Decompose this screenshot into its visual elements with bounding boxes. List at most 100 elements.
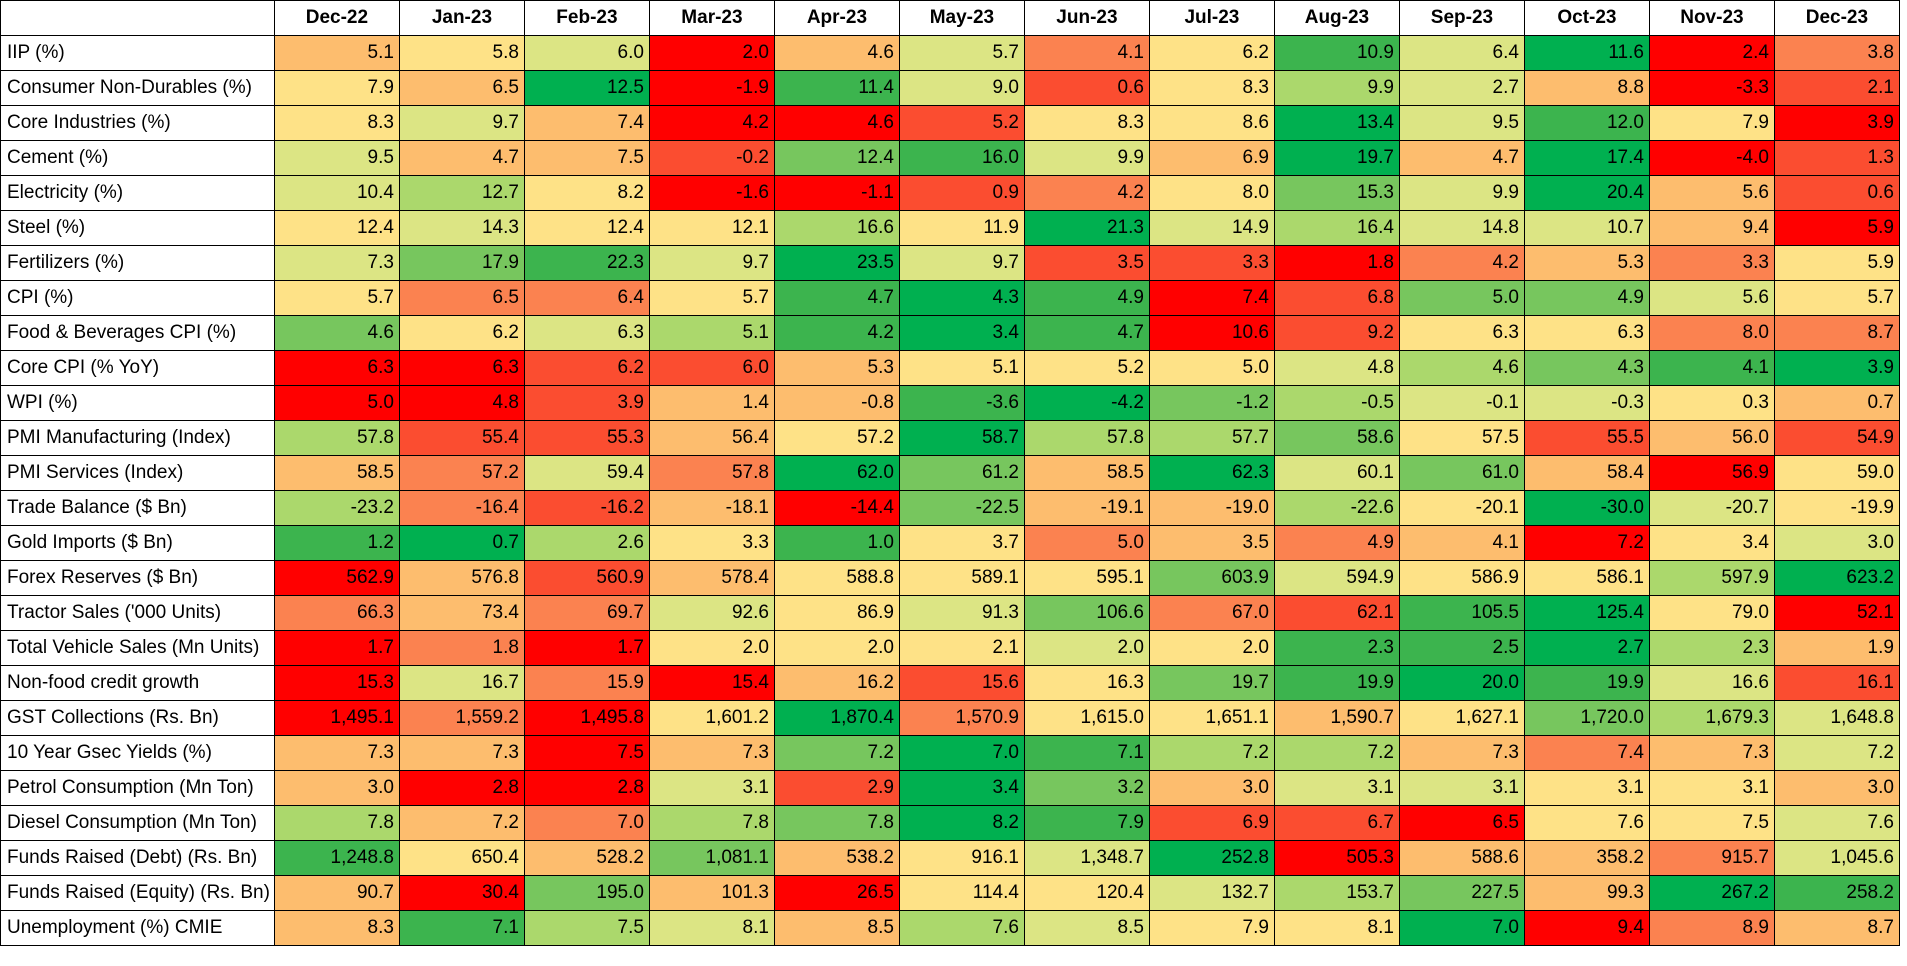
data-cell: 5.0	[273, 385, 400, 421]
data-cell: 114.4	[898, 875, 1025, 911]
table-row: Steel (%) 12.4 14.3 12.4 12.1 16.6 11.9 21.3 14.…	[0, 210, 1900, 246]
data-cell: -4.0	[1648, 140, 1775, 176]
data-cell: 0.6	[1773, 175, 1900, 211]
data-cell: 56.4	[648, 420, 775, 456]
row-label: Unemployment (%) CMIE	[0, 910, 275, 946]
data-cell: 7.5	[523, 910, 650, 946]
data-cell: 9.7	[648, 245, 775, 281]
data-cell: 11.4	[773, 70, 900, 106]
data-cell: 6.7	[1273, 805, 1400, 841]
data-cell: 7.9	[1648, 105, 1775, 141]
data-cell: 9.7	[398, 105, 525, 141]
column-header: Jun-23	[1023, 0, 1150, 36]
data-cell: 12.4	[273, 210, 400, 246]
data-cell: 3.1	[1523, 770, 1650, 806]
data-cell: -23.2	[273, 490, 400, 526]
data-cell: 6.3	[1398, 315, 1525, 351]
data-cell: 3.0	[1773, 525, 1900, 561]
data-cell: 73.4	[398, 595, 525, 631]
data-cell: 19.7	[1148, 665, 1275, 701]
table-row: Core CPI (% YoY) 6.3 6.3 6.2 6.0 5.3 5.1 5.2 5.0…	[0, 350, 1900, 386]
data-cell: 7.8	[273, 805, 400, 841]
data-cell: -1.1	[773, 175, 900, 211]
data-cell: 2.0	[648, 35, 775, 71]
data-cell: 7.9	[273, 70, 400, 106]
table-row: Forex Reserves ($ Bn) 562.9 576.8 560.9 578.…	[0, 560, 1900, 596]
data-cell: 6.2	[523, 350, 650, 386]
data-cell: 6.5	[398, 280, 525, 316]
data-cell: 7.8	[648, 805, 775, 841]
data-cell: 12.1	[648, 210, 775, 246]
data-cell: 1,590.7	[1273, 700, 1400, 736]
data-cell: 2.6	[523, 525, 650, 561]
data-cell: 4.6	[773, 105, 900, 141]
data-cell: 1,348.7	[1023, 840, 1150, 876]
table-row: Core Industries (%) 8.3 9.7 7.4 4.2 4.6 5.2 8.3…	[0, 105, 1900, 141]
data-cell: 57.8	[648, 455, 775, 491]
data-cell: -19.0	[1148, 490, 1275, 526]
table-row: Tractor Sales ('000 Units) 66.3 73.4 69.7 92…	[0, 595, 1900, 631]
data-cell: 597.9	[1648, 560, 1775, 596]
data-cell: 9.0	[898, 70, 1025, 106]
data-cell: 4.1	[1398, 525, 1525, 561]
data-cell: 55.4	[398, 420, 525, 456]
row-label: Diesel Consumption (Mn Ton)	[0, 805, 275, 841]
data-cell: -0.3	[1523, 385, 1650, 421]
data-cell: 69.7	[523, 595, 650, 631]
data-cell: 8.2	[523, 175, 650, 211]
data-cell: 1.8	[1273, 245, 1400, 281]
data-cell: -20.1	[1398, 490, 1525, 526]
data-cell: -1.9	[648, 70, 775, 106]
column-header: Dec-23	[1773, 0, 1900, 36]
row-label: Gold Imports ($ Bn)	[0, 525, 275, 561]
data-cell: 8.0	[1148, 175, 1275, 211]
data-cell: 5.7	[1773, 280, 1900, 316]
data-cell: 1.8	[398, 630, 525, 666]
data-cell: 7.4	[1148, 280, 1275, 316]
data-cell: 4.7	[1398, 140, 1525, 176]
data-cell: 5.9	[1773, 245, 1900, 281]
table-row: CPI (%) 5.7 6.5 6.4 5.7 4.7 4.3 4.9 7.4 6.8 5.0 4.9…	[0, 280, 1900, 316]
data-cell: 10.9	[1273, 35, 1400, 71]
table-row: WPI (%) 5.0 4.8 3.9 1.4 -0.8 -3.6 -4.2 -1.2 -0.5-…	[0, 385, 1900, 421]
data-cell: 5.9	[1773, 210, 1900, 246]
data-cell: 13.4	[1273, 105, 1400, 141]
data-cell: 8.9	[1648, 910, 1775, 946]
data-cell: 267.2	[1648, 875, 1775, 911]
data-cell: 17.9	[398, 245, 525, 281]
data-cell: 16.2	[773, 665, 900, 701]
table-row: GST Collections (Rs. Bn) 1,495.1 1,559.2 1,…	[0, 700, 1900, 736]
data-cell: 1.7	[273, 630, 400, 666]
data-cell: 61.2	[898, 455, 1025, 491]
data-cell: -22.5	[898, 490, 1025, 526]
data-cell: 4.9	[1273, 525, 1400, 561]
data-cell: -22.6	[1273, 490, 1400, 526]
column-header: Aug-23	[1273, 0, 1400, 36]
header-row: Dec-22 Jan-23 Feb-23 Mar-23 Apr-23 May-23 Jun-…	[0, 0, 1900, 36]
data-cell: -0.5	[1273, 385, 1400, 421]
data-cell: 58.6	[1273, 420, 1400, 456]
data-cell: 57.2	[398, 455, 525, 491]
data-cell: 8.2	[898, 805, 1025, 841]
data-cell: 16.0	[898, 140, 1025, 176]
row-label: Funds Raised (Equity) (Rs. Bn)	[0, 875, 275, 911]
data-cell: 7.2	[1148, 735, 1275, 771]
data-cell: 16.4	[1273, 210, 1400, 246]
header-corner-cell	[0, 0, 275, 36]
row-label: WPI (%)	[0, 385, 275, 421]
data-cell: 16.6	[773, 210, 900, 246]
data-cell: 7.0	[1398, 910, 1525, 946]
data-cell: 58.5	[273, 455, 400, 491]
data-cell: 586.1	[1523, 560, 1650, 596]
column-header: Apr-23	[773, 0, 900, 36]
data-cell: 4.7	[398, 140, 525, 176]
data-cell: 9.4	[1523, 910, 1650, 946]
data-cell: 8.5	[773, 910, 900, 946]
data-cell: 7.3	[273, 245, 400, 281]
data-cell: 7.9	[1023, 805, 1150, 841]
data-cell: 5.1	[898, 350, 1025, 386]
data-cell: 79.0	[1648, 595, 1775, 631]
column-header: May-23	[898, 0, 1025, 36]
data-cell: 1,559.2	[398, 700, 525, 736]
data-cell: 7.2	[1773, 735, 1900, 771]
